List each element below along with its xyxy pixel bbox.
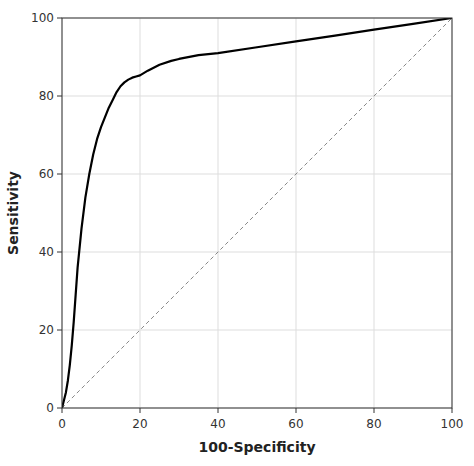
tick-y [57, 174, 62, 175]
tick-label-y: 100 [31, 11, 54, 25]
axes: 0 20 40 60 80 100 0 20 40 60 80 100 [31, 11, 463, 431]
tick-label-x: 60 [288, 417, 303, 431]
tick-y [57, 18, 62, 19]
grid [62, 18, 452, 408]
grid-line-y [62, 330, 452, 331]
tick-label-y: 0 [46, 401, 54, 415]
tick-label-x: 0 [58, 417, 66, 431]
grid-line-x [296, 18, 297, 408]
tick-label-x: 20 [132, 417, 147, 431]
tick-x [218, 408, 219, 413]
tick-label-y: 80 [39, 89, 54, 103]
plot-frame [62, 18, 452, 408]
tick-label-x: 100 [441, 417, 464, 431]
marks [62, 18, 452, 408]
tick-label-y: 60 [39, 167, 54, 181]
plot-background [62, 18, 452, 408]
tick-label-x: 80 [366, 417, 381, 431]
x-axis-label: 100-Specificity [198, 439, 315, 455]
tick-x [374, 408, 375, 413]
grid-line-x [218, 18, 219, 408]
roc-curve [62, 18, 452, 408]
grid-line-x [374, 18, 375, 408]
grid-line-y [62, 96, 452, 97]
y-axis-label: Sensitivity [5, 171, 21, 255]
tick-y [57, 96, 62, 97]
tick-label-x: 40 [210, 417, 225, 431]
tick-y [57, 252, 62, 253]
tick-x [452, 408, 453, 413]
tick-y [57, 408, 62, 409]
tick-x [296, 408, 297, 413]
grid-line-y [62, 174, 452, 175]
chart: 0 20 40 60 80 100 0 20 40 60 80 100 100-Specificity S… [0, 0, 474, 466]
tick-y [57, 330, 62, 331]
tick-x [62, 408, 63, 413]
tick-label-y: 20 [39, 323, 54, 337]
reference-line [62, 18, 452, 408]
tick-label-y: 40 [39, 245, 54, 259]
tick-x [140, 408, 141, 413]
grid-line-y [62, 252, 452, 253]
